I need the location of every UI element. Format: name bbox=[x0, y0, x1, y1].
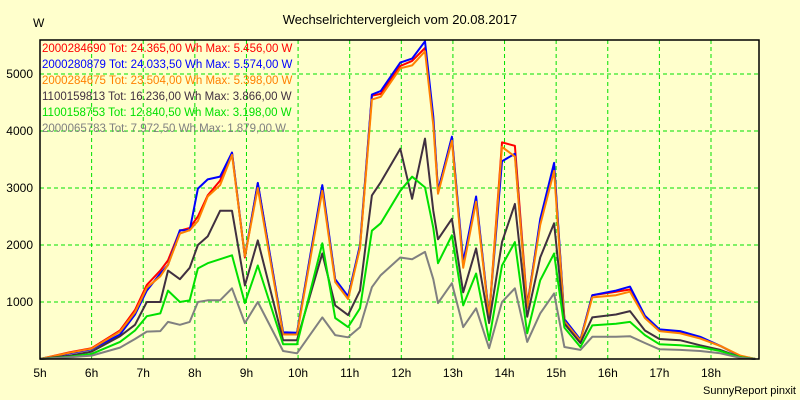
grid bbox=[40, 40, 759, 359]
legend-entry-2000065783: 2000065783 Tot: 7.972,50 Wh Max: 1.879,0… bbox=[42, 123, 286, 135]
x-tick-label: 8h bbox=[188, 366, 201, 380]
series-line-1100159813 bbox=[39, 137, 756, 360]
y-tick-label: 3000 bbox=[6, 181, 33, 195]
y-tick-label: 1000 bbox=[6, 295, 33, 309]
legend-entry-1100158753: 1100158753 Tot: 12.840,50 Wh Max: 3.198,… bbox=[42, 107, 292, 119]
legend-entry-2000284675: 2000284675 Tot: 23.504,00 Wh Max: 5.398,… bbox=[42, 75, 293, 87]
x-tick-label: 18h bbox=[701, 366, 721, 380]
x-tick-label: 7h bbox=[137, 366, 150, 380]
series-lines bbox=[39, 40, 756, 360]
chart-title: Wechselrichtervergleich vom 20.08.2017 bbox=[283, 12, 518, 27]
series-line-1100158753 bbox=[39, 175, 756, 360]
x-tick-label: 10h bbox=[288, 366, 308, 380]
legend-entry-2000284690: 2000284690 Tot: 24.365,00 Wh Max: 5.456,… bbox=[42, 43, 293, 55]
x-tick-label: 13h bbox=[443, 366, 463, 380]
x-tick-label: 14h bbox=[495, 366, 515, 380]
x-tick-labels: 5h 6h 7h 8h 9h 10h 11h 12h 13h 14h 15h 16h 17h 18h bbox=[33, 366, 721, 380]
series-line-2000065783 bbox=[39, 250, 756, 360]
y-axis-label: W bbox=[33, 16, 45, 30]
legend-entry-2000280879: 2000280879 Tot: 24.033,50 Wh Max: 5.574,… bbox=[42, 59, 293, 71]
legend-entry-1100159813: 1100159813 Tot: 16.236,00 Wh Max: 3.866,… bbox=[42, 91, 292, 103]
x-tick-label: 11h bbox=[340, 366, 359, 380]
series-line-2000280879 bbox=[39, 40, 756, 360]
series-line-2000284675 bbox=[39, 50, 756, 360]
x-tick-label: 15h bbox=[546, 366, 566, 380]
axes bbox=[39, 39, 760, 360]
x-tick-label: 6h bbox=[85, 366, 98, 380]
x-tick-label: 17h bbox=[649, 366, 669, 380]
x-tick-label: 5h bbox=[33, 366, 46, 380]
x-tick-label: 16h bbox=[598, 366, 618, 380]
plot-frame bbox=[39, 39, 760, 360]
legend: 2000284690 Tot: 24.365,00 Wh Max: 5.456,… bbox=[42, 43, 293, 135]
y-tick-label: 4000 bbox=[6, 124, 33, 138]
y-tick-labels: 1000 2000 3000 4000 5000 bbox=[6, 67, 33, 309]
y-tick-label: 2000 bbox=[6, 238, 33, 252]
x-tick-label: 9h bbox=[240, 366, 253, 380]
y-tick-label: 5000 bbox=[6, 67, 33, 81]
credit-text: SunnyReport pinxit bbox=[703, 385, 796, 397]
x-tick-label: 12h bbox=[391, 366, 411, 380]
